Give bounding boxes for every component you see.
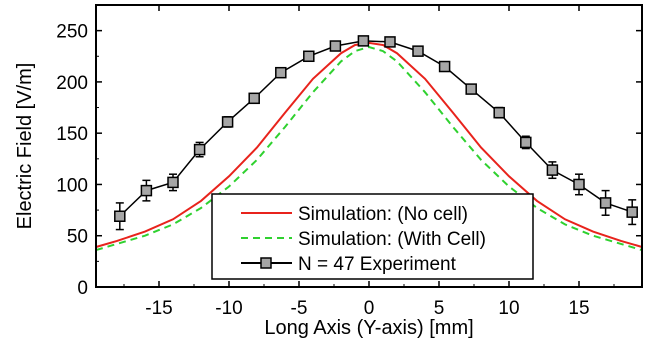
data-point bbox=[275, 66, 287, 79]
x-tick-label: 15 bbox=[568, 298, 589, 319]
data-point bbox=[221, 116, 234, 128]
series-line-2 bbox=[95, 45, 643, 252]
legend-label-3: N = 47 Experiment bbox=[298, 254, 457, 275]
data-point bbox=[546, 164, 559, 176]
data-point bbox=[303, 50, 315, 63]
data-point bbox=[520, 136, 532, 149]
y-tick-label: 50 bbox=[67, 227, 88, 248]
data-point bbox=[573, 178, 585, 191]
data-point bbox=[599, 197, 612, 209]
data-point bbox=[329, 40, 342, 52]
data-point bbox=[465, 83, 477, 95]
series-layer bbox=[95, 35, 643, 252]
y-axis-label: Electric Field [V/m] bbox=[14, 63, 36, 230]
plot-frame bbox=[95, 4, 643, 288]
data-point bbox=[412, 45, 424, 57]
y-tick-label: 150 bbox=[56, 124, 88, 145]
data-point bbox=[193, 143, 206, 156]
x-axis-label: Long Axis (Y-axis) [mm] bbox=[264, 317, 473, 339]
x-tick-label: -5 bbox=[291, 298, 308, 319]
legend: Simulation: (No cell) Simulation: (With C… bbox=[211, 193, 534, 280]
data-point bbox=[114, 210, 126, 222]
x-tick-label: 0 bbox=[364, 298, 375, 319]
x-tick-label: -15 bbox=[145, 298, 172, 319]
data-point bbox=[384, 36, 396, 48]
y-tick-label: 0 bbox=[77, 278, 88, 299]
data-point bbox=[493, 106, 505, 119]
data-point bbox=[167, 176, 179, 189]
x-tick-label: 5 bbox=[434, 298, 445, 319]
x-tick-label: -10 bbox=[215, 298, 242, 319]
legend-label-2: Simulation: (With Cell) bbox=[298, 229, 486, 250]
y-tick-label: 100 bbox=[56, 175, 88, 196]
data-point bbox=[438, 60, 451, 73]
legend-marker bbox=[260, 257, 272, 269]
data-point bbox=[626, 206, 638, 218]
legend-label-1: Simulation: (No cell) bbox=[298, 204, 468, 225]
y-tick-label: 200 bbox=[56, 73, 88, 94]
series-line-3 bbox=[119, 40, 633, 217]
data-point bbox=[140, 184, 153, 197]
y-tick-label: 250 bbox=[56, 22, 88, 43]
data-point bbox=[357, 35, 370, 47]
data-point bbox=[248, 92, 260, 105]
x-tick-label: 10 bbox=[498, 298, 519, 319]
